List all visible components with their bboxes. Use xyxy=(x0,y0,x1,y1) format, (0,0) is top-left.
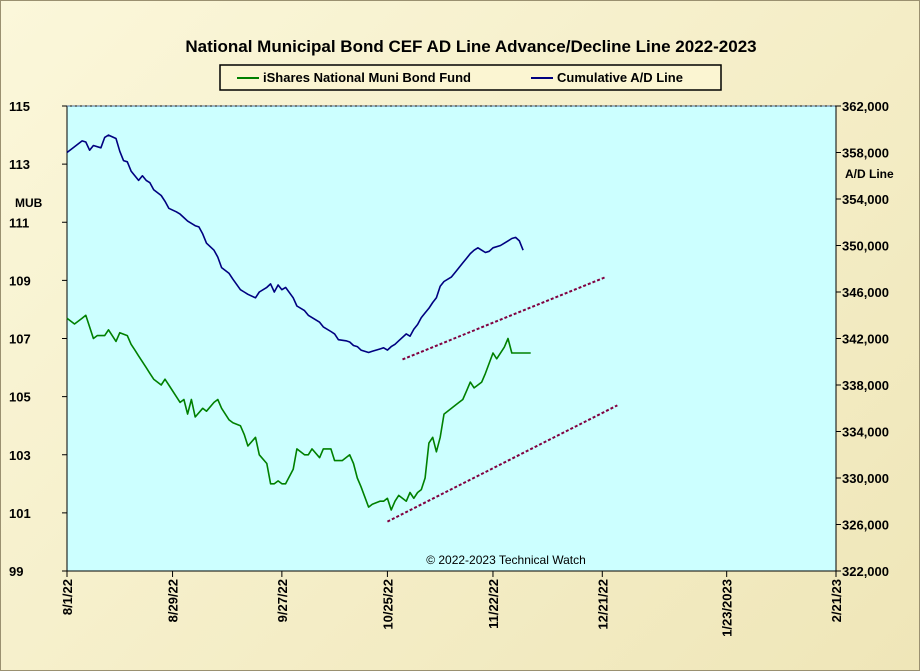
right-tick-label: 346,000 xyxy=(842,285,889,300)
chart-title: National Municipal Bond CEF AD Line Adva… xyxy=(185,37,756,56)
left-tick-label: 113 xyxy=(9,157,30,172)
ad-trendline xyxy=(402,275,607,361)
x-tick-label: 12/21/22 xyxy=(595,579,610,630)
left-tick-label: 109 xyxy=(9,273,31,288)
right-tick-label: 354,000 xyxy=(842,192,889,207)
cumulative-ad-line xyxy=(66,134,524,354)
right-axis: 362,000 358,000 354,000 350,000 346,000 342,0… xyxy=(836,99,889,579)
x-tick-label: 2/21/23 xyxy=(829,579,844,622)
legend: iShares National Muni Bond Fund Cumulati… xyxy=(219,64,722,91)
legend-fund-label: iShares National Muni Bond Fund xyxy=(263,70,471,85)
x-tick-label: 9/27/22 xyxy=(275,579,290,622)
right-tick-label: 326,000 xyxy=(842,518,889,533)
left-tick-label: 111 xyxy=(9,215,29,230)
right-tick-label: 334,000 xyxy=(842,425,889,440)
right-axis-title: A/D Line xyxy=(845,167,894,181)
left-tick-label: 101 xyxy=(9,506,31,521)
series-lines xyxy=(66,134,531,511)
right-tick-label: 322,000 xyxy=(842,564,889,579)
x-tick-label: 10/25/22 xyxy=(380,579,395,630)
legend-ad-label: Cumulative A/D Line xyxy=(557,70,683,85)
fund-price-line xyxy=(66,314,531,511)
right-tick-label: 342,000 xyxy=(842,332,889,347)
x-tick-label: 11/22/22 xyxy=(486,579,501,629)
left-tick-label: 99 xyxy=(9,564,23,579)
right-tick-label: 338,000 xyxy=(842,378,889,393)
left-tick-label: 115 xyxy=(9,99,30,114)
left-tick-label: 105 xyxy=(9,390,31,405)
fund-trendline xyxy=(386,404,618,523)
left-tick-label: 107 xyxy=(9,332,31,347)
right-tick-label: 362,000 xyxy=(842,99,889,114)
right-tick-label: 330,000 xyxy=(842,471,889,486)
x-axis: 8/1/22 8/29/22 9/27/22 10/25/22 11/22/22 12/2… xyxy=(60,571,844,637)
right-tick-label: 358,000 xyxy=(842,146,889,161)
trendlines xyxy=(386,275,618,523)
plot-area xyxy=(66,105,837,572)
right-tick-label: 350,000 xyxy=(842,239,889,254)
x-tick-label: 8/1/22 xyxy=(60,579,75,615)
x-tick-label: 8/29/22 xyxy=(166,579,181,622)
x-tick-label: 1/23/2023 xyxy=(720,579,735,637)
left-axis: 115 113 111 109 107 105 103 101 99 xyxy=(9,99,67,579)
left-axis-title: MUB xyxy=(15,196,43,210)
copyright-note: © 2022-2023 Technical Watch xyxy=(426,553,586,567)
left-tick-label: 103 xyxy=(9,448,31,463)
